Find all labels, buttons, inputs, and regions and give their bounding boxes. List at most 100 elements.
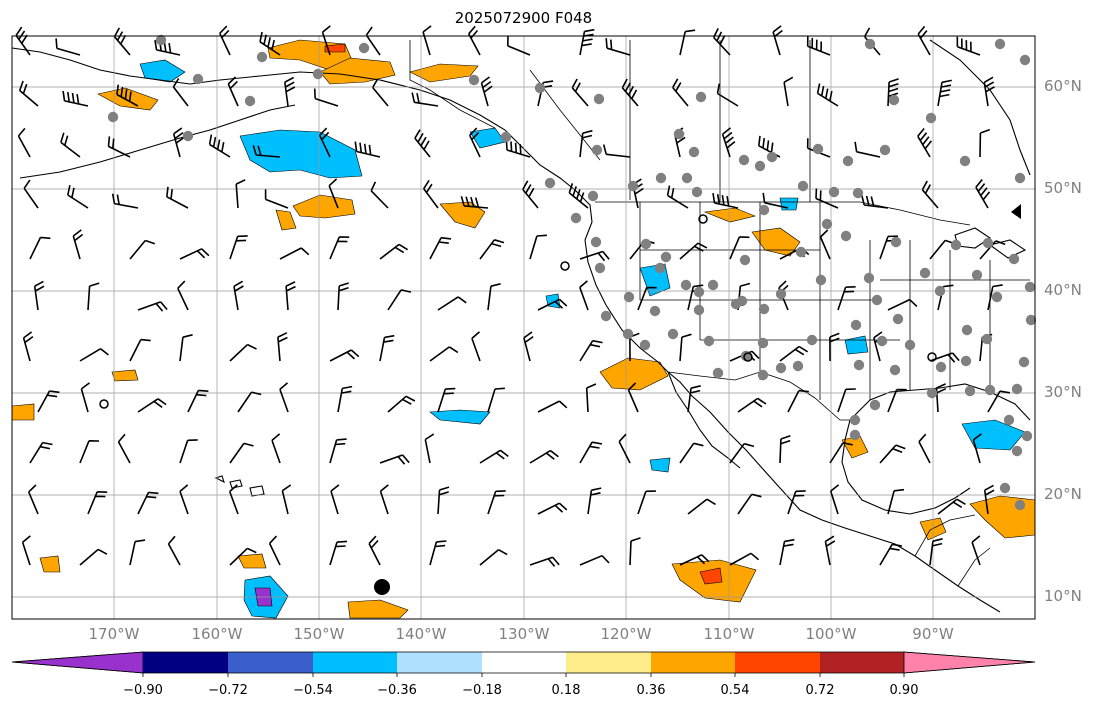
station-dot	[623, 291, 635, 303]
station-dot	[107, 111, 119, 123]
wind-barb	[313, 88, 339, 107]
station-dot	[667, 328, 679, 340]
contour-positive	[599, 357, 669, 391]
station-dot	[821, 218, 833, 230]
wind-barb	[33, 280, 45, 311]
wind-barb	[729, 442, 755, 464]
colorbar-label: 0.36	[636, 683, 666, 698]
wind-barb	[762, 192, 789, 209]
wind-barb	[279, 382, 289, 413]
station-dot	[1019, 54, 1031, 66]
station-dot	[999, 482, 1011, 494]
wind-barb	[887, 388, 907, 413]
wind-barb	[154, 39, 181, 56]
wind-barb	[758, 135, 781, 158]
wind-barb	[429, 540, 447, 566]
station-dot	[757, 369, 769, 381]
wind-barb	[956, 36, 981, 56]
colorbar-segment	[482, 652, 566, 673]
contour-positive	[409, 63, 479, 83]
colorbar-label: 0.90	[889, 683, 919, 698]
wind-barb	[479, 239, 505, 260]
station-dot	[707, 279, 719, 291]
wind-barb	[505, 139, 531, 158]
wind-barb	[468, 127, 481, 158]
wind-barb	[365, 26, 381, 56]
wind-barb	[605, 38, 631, 56]
wind-barb	[637, 286, 657, 311]
wind-barb	[116, 84, 139, 107]
station-dot	[775, 362, 787, 374]
station-dot	[681, 172, 693, 184]
wind-barb	[437, 387, 456, 413]
wind-barb	[571, 78, 589, 107]
station-dot	[766, 151, 778, 163]
colorbar-label: −0.72	[208, 683, 248, 698]
wind-barb	[672, 78, 689, 107]
station-dot	[1011, 445, 1023, 457]
wind-barb	[113, 27, 131, 56]
hudson-coast	[929, 39, 1031, 176]
station-dot	[688, 146, 700, 158]
wind-barb	[279, 247, 310, 260]
station-dot	[950, 239, 962, 251]
wind-barb	[979, 128, 991, 158]
colorbar-label: 0.18	[551, 683, 581, 698]
wind-barb	[937, 79, 952, 107]
wind-barb	[917, 25, 931, 56]
contour-positive	[292, 194, 356, 219]
station-dot	[192, 73, 204, 85]
wind-barbs	[15, 25, 1011, 567]
station-dot	[888, 94, 900, 106]
wind-barb	[918, 433, 931, 464]
colorbar-label: −0.36	[377, 683, 417, 698]
map-frame	[11, 35, 1036, 620]
wind-barb	[429, 236, 452, 260]
wind-barb	[679, 333, 692, 362]
wind-barb	[529, 234, 547, 260]
wind-barb	[479, 449, 509, 464]
station-markers	[107, 34, 1037, 511]
wind-barb	[87, 491, 108, 515]
wind-barb	[806, 36, 831, 56]
station-dot	[840, 230, 852, 242]
wind-barb	[229, 547, 257, 566]
wind-barb	[579, 441, 603, 464]
wind-barb	[479, 549, 508, 566]
lat-label: 60°N	[1044, 77, 1082, 95]
wind-barb	[285, 281, 296, 311]
wind-barb	[487, 387, 505, 413]
wind-barb	[829, 442, 853, 464]
wind-barb	[819, 229, 831, 260]
colorbar-segment	[651, 652, 735, 673]
station-dot	[695, 91, 707, 103]
open-circle-marker	[743, 352, 753, 362]
wind-barb	[228, 484, 239, 515]
wind-barb	[235, 179, 246, 209]
wind-barb	[637, 490, 656, 515]
wind-barb	[379, 334, 395, 362]
lon-label: 90°W	[912, 625, 954, 643]
wind-barb	[879, 444, 906, 464]
wind-barb	[37, 390, 60, 413]
wind-barb	[983, 76, 995, 107]
station-dot	[593, 93, 605, 105]
station-dot	[758, 303, 770, 315]
station-dot	[640, 238, 652, 250]
lon-label: 130°W	[498, 625, 550, 643]
wind-barb	[252, 145, 281, 158]
wind-barb	[330, 484, 340, 515]
wind-barb	[137, 491, 159, 515]
station-dot	[691, 186, 703, 198]
wind-barb	[22, 331, 34, 362]
station-dot	[994, 38, 1006, 50]
station-dot	[982, 237, 994, 249]
gulf-coast	[849, 383, 1031, 421]
wind-barb	[679, 242, 708, 260]
wind-barb	[187, 389, 209, 413]
colorbar-segment	[820, 652, 904, 673]
lat-lon-grid	[12, 36, 1035, 619]
station-dot	[871, 294, 883, 306]
contour-positive	[275, 209, 297, 231]
